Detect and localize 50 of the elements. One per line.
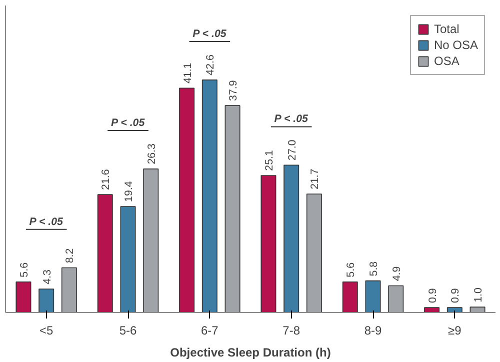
x-tick-label: <5 (39, 324, 54, 338)
legend-label: OSA (434, 54, 460, 68)
x-tick-label: 7-8 (282, 324, 300, 338)
data-label: 37.9 (228, 80, 240, 101)
bar (306, 194, 322, 312)
data-label: 1.0 (472, 288, 485, 302)
data-label: 26.3 (146, 143, 158, 164)
x-tick-label: 8-9 (364, 324, 382, 338)
data-label: 5.8 (368, 261, 380, 276)
bar (446, 307, 462, 312)
bar (388, 285, 404, 312)
x-tick-label: ≥9 (448, 324, 462, 338)
data-label: 25.1 (263, 150, 276, 171)
data-label: 0.9 (450, 288, 462, 303)
bar (97, 194, 113, 312)
annotation: P < .05 (29, 216, 64, 228)
bar (365, 280, 381, 312)
bar (342, 282, 358, 312)
data-label: 41.1 (182, 62, 194, 84)
bar (38, 288, 54, 312)
bar (61, 267, 77, 312)
data-label: 19.4 (123, 181, 135, 202)
data-label: 21.6 (100, 169, 112, 190)
data-label: 21.7 (309, 168, 322, 190)
x-axis-title: Objective Sleep Duration (h) (170, 346, 331, 360)
data-label: 4.3 (41, 270, 54, 284)
text: P < .05 (192, 28, 228, 40)
annotation: P < .05 (110, 117, 146, 130)
bar (143, 168, 159, 312)
x-tick-label: 6-7 (200, 324, 219, 338)
bar (16, 282, 32, 312)
annotation: P < .05 (274, 113, 310, 126)
data-label: 5.6 (18, 262, 30, 278)
bar (120, 206, 136, 312)
bar (202, 80, 218, 312)
bar (179, 88, 195, 312)
bar (424, 307, 440, 312)
data-label: 8.2 (64, 248, 76, 264)
legend-label: No OSA (434, 38, 478, 52)
bar (224, 105, 240, 312)
bar (470, 306, 486, 312)
data-label: 5.6 (345, 262, 358, 278)
bar (284, 164, 300, 312)
legend-label: Total (434, 22, 460, 36)
data-label: 42.6 (204, 54, 217, 76)
data-label: 0.9 (426, 288, 439, 303)
data-label: 4.9 (390, 266, 403, 282)
bar (260, 175, 276, 312)
data-label: 27.0 (286, 140, 298, 160)
x-tick-label: 5-6 (119, 324, 137, 338)
